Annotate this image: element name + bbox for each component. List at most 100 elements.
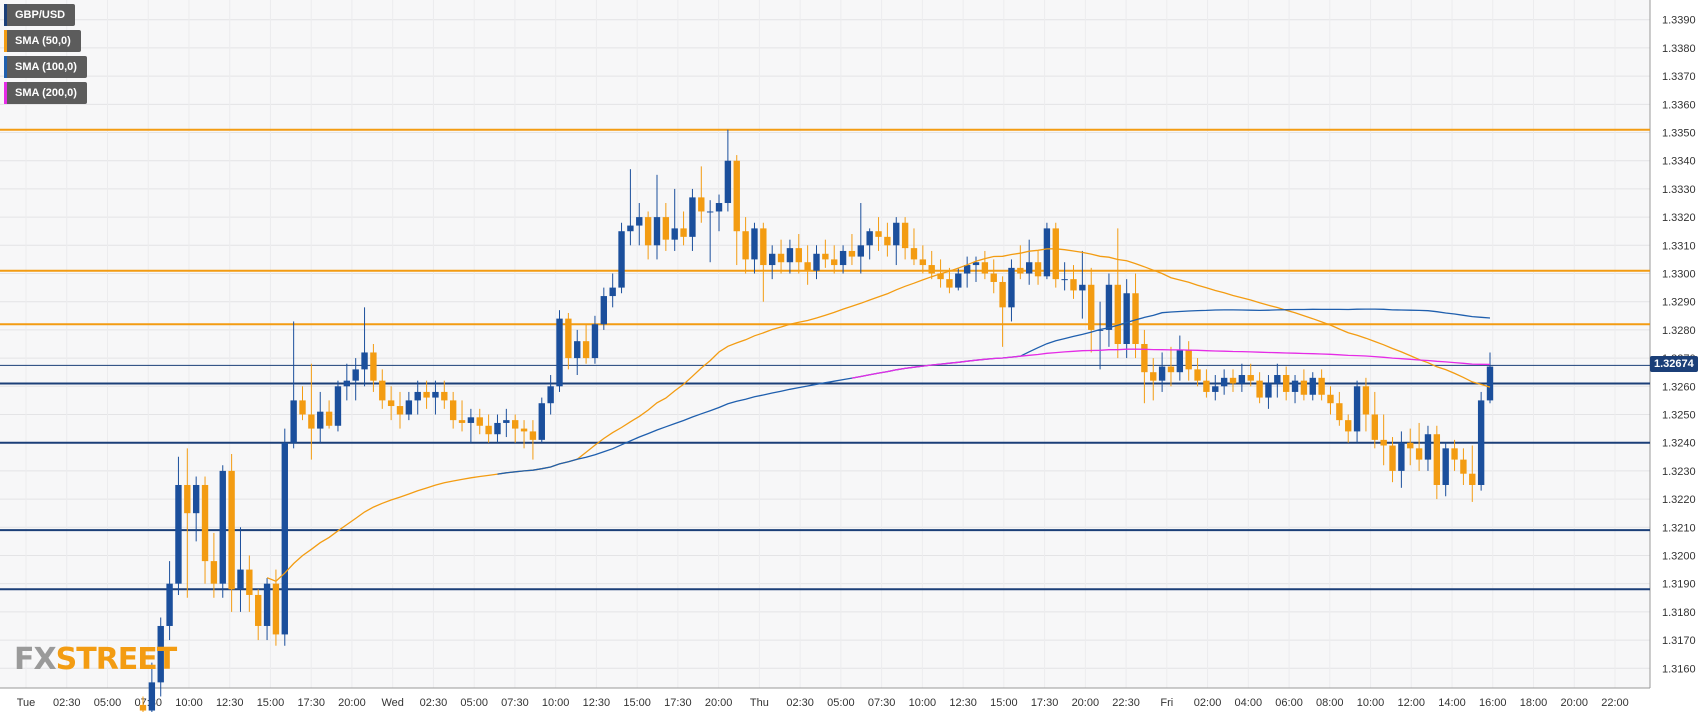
x-tick-label: 15:00 <box>257 697 285 709</box>
candle-body <box>272 583 280 635</box>
legend-label-sma-100: SMA (100,0) <box>15 61 77 73</box>
y-tick-label: 1.3220 <box>1662 494 1696 506</box>
x-tick-label: 17:30 <box>1031 697 1059 709</box>
candle-body <box>281 442 288 635</box>
candle-body <box>1486 366 1494 401</box>
candle-body <box>556 318 563 387</box>
x-tick-label: 20:00 <box>705 697 733 709</box>
candle-body <box>263 583 271 626</box>
candle-body <box>228 470 235 590</box>
candle-body <box>476 417 483 426</box>
x-tick-label: 02:30 <box>786 697 814 709</box>
candle-body <box>1025 262 1033 274</box>
candle-body <box>547 386 554 404</box>
candle-body <box>777 253 785 263</box>
plot-background <box>0 0 1650 688</box>
candle-body <box>1158 366 1166 381</box>
x-tick-label: 17:30 <box>664 697 692 709</box>
legend-label-symbol: GBP/USD <box>15 9 66 21</box>
candle-body <box>972 262 980 266</box>
candle-body <box>910 248 918 260</box>
candle-body <box>405 400 413 415</box>
candle-body <box>538 403 545 440</box>
candle-body <box>857 245 864 257</box>
y-tick-label: 1.3300 <box>1662 269 1696 281</box>
candle-body <box>1238 375 1246 384</box>
candle-body <box>1398 442 1405 471</box>
x-tick-label: 12:30 <box>583 697 611 709</box>
y-tick-label: 1.3160 <box>1662 663 1696 675</box>
candle-body <box>529 431 537 440</box>
candle-body <box>148 682 156 711</box>
candle-body <box>919 259 927 266</box>
candle-body <box>379 380 386 401</box>
candle-body <box>1203 380 1210 392</box>
y-tick-label: 1.3360 <box>1662 99 1696 111</box>
legend-item-sma-50[interactable]: SMA (50,0) <box>4 30 81 52</box>
candle-body <box>370 352 377 381</box>
candle-body <box>591 324 599 359</box>
candle-body <box>1362 386 1370 415</box>
x-tick-label: 04:00 <box>1235 697 1263 709</box>
x-tick-label: 08:00 <box>1316 697 1344 709</box>
legend-item-sma-200[interactable]: SMA (200,0) <box>4 82 87 104</box>
x-tick-label: 22:00 <box>1601 697 1629 709</box>
candle-body <box>494 422 501 435</box>
x-tick-label: 12:30 <box>216 697 244 709</box>
candle-body <box>1017 267 1024 274</box>
candle-body <box>1114 284 1121 344</box>
candle-body <box>582 341 590 359</box>
candle-body <box>219 470 226 584</box>
legend-item-symbol[interactable]: GBP/USD <box>4 4 76 26</box>
candle-body <box>963 265 971 274</box>
candle-body <box>1070 279 1077 291</box>
candle-body <box>1034 262 1042 277</box>
candle-body <box>1167 366 1175 373</box>
candle-body <box>1052 228 1059 280</box>
candle-body <box>662 217 670 240</box>
candle-body <box>769 253 776 266</box>
candle-body <box>813 253 820 271</box>
candle-body <box>237 569 244 590</box>
legend-swatch-symbol <box>4 4 7 26</box>
candle-body <box>1442 448 1449 485</box>
logo-text-fx: FX <box>14 642 57 677</box>
legend-label-sma-200: SMA (200,0) <box>15 87 77 99</box>
sma-200-line <box>851 348 1491 379</box>
candle-body <box>574 341 581 359</box>
candle-body <box>893 222 900 246</box>
y-tick-label: 1.3260 <box>1662 381 1696 393</box>
x-tick-label: 20:00 <box>1560 697 1588 709</box>
x-tick-label: 12:00 <box>1398 697 1426 709</box>
candle-body <box>157 625 164 683</box>
candle-body <box>627 225 634 232</box>
candle-body <box>1088 284 1095 330</box>
candle-body <box>1345 420 1352 432</box>
x-tick-label: 07:30 <box>868 697 896 709</box>
y-tick-label: 1.3190 <box>1662 579 1696 591</box>
candle-body <box>1451 448 1458 460</box>
y-tick-label: 1.3390 <box>1662 15 1696 27</box>
candle-body <box>937 273 944 280</box>
candle-body <box>325 411 333 426</box>
candle-body <box>1212 386 1219 392</box>
candle-body <box>334 386 342 426</box>
y-tick-label: 1.3290 <box>1662 297 1696 309</box>
candle-body <box>698 197 705 212</box>
candle-body <box>1132 293 1139 344</box>
x-tick-label: 18:00 <box>1520 697 1548 709</box>
candle-body <box>1318 377 1325 395</box>
candle-body <box>600 296 608 325</box>
candle-body <box>671 228 678 240</box>
x-tick-label: 05:00 <box>460 697 488 709</box>
candle-body <box>1105 284 1113 330</box>
candle-body <box>1380 439 1387 446</box>
legend-item-sma-100[interactable]: SMA (100,0) <box>4 56 87 78</box>
candle-body <box>822 253 829 260</box>
candle-body <box>423 391 430 398</box>
candle-body <box>343 380 351 387</box>
candle-body <box>653 217 661 246</box>
candle-body <box>192 484 200 514</box>
candle-body <box>1220 377 1228 387</box>
y-tick-label: 1.3250 <box>1662 409 1696 421</box>
